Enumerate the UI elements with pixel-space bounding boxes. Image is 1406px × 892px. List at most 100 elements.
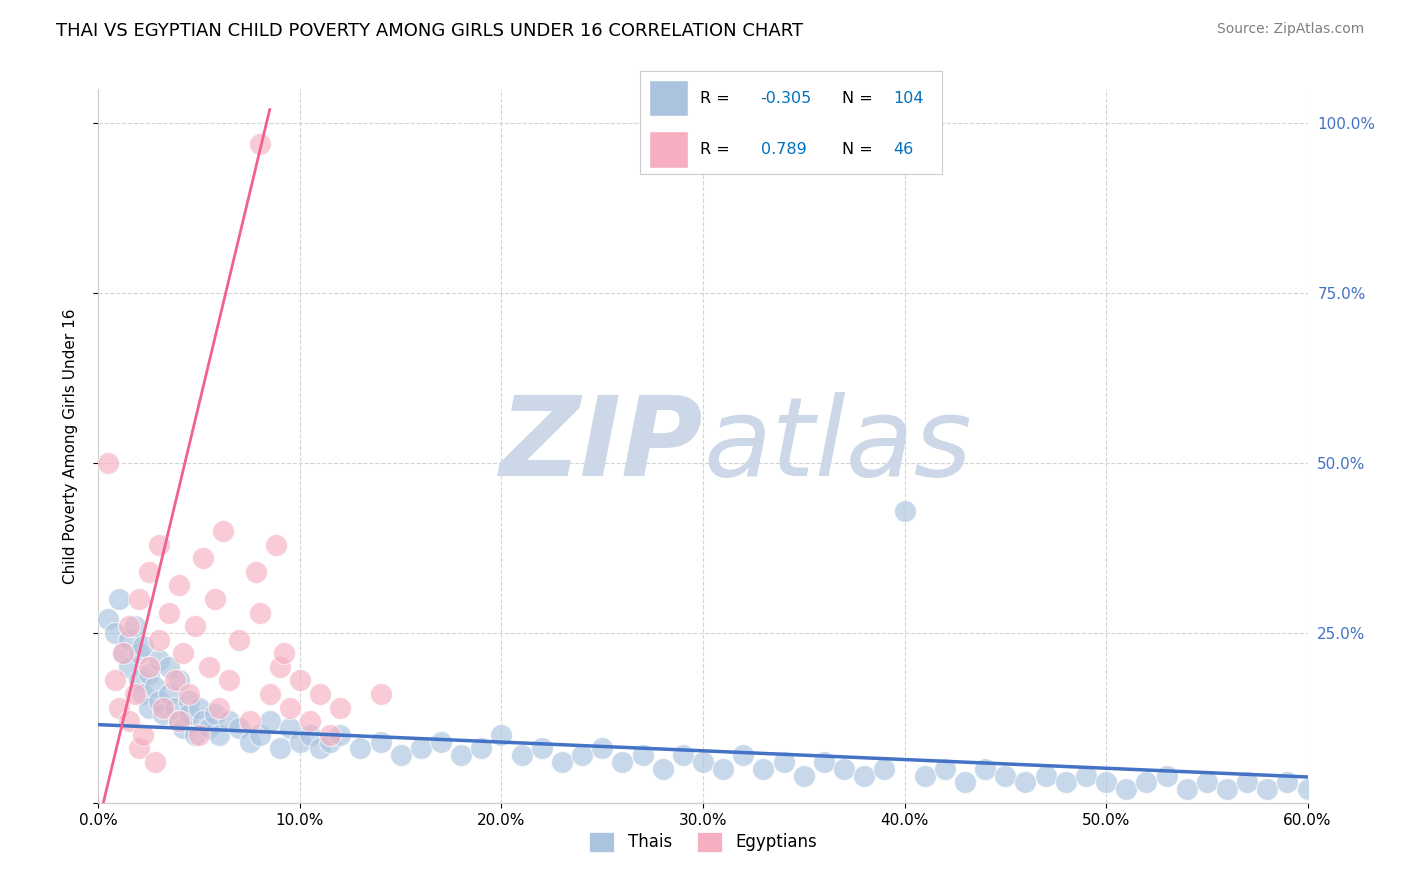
Text: Source: ZipAtlas.com: Source: ZipAtlas.com [1216, 22, 1364, 37]
Point [329, 728, 352, 742]
Point [692, 755, 714, 769]
Point [853, 769, 876, 783]
Point [218, 673, 240, 688]
Bar [648, 79, 688, 117]
Point [249, 136, 271, 151]
Point [278, 721, 301, 735]
Point [245, 565, 267, 579]
Point [172, 721, 194, 735]
Point [733, 748, 755, 763]
Point [1236, 775, 1258, 789]
Point [269, 660, 291, 674]
Point [1376, 782, 1399, 797]
Point [103, 626, 125, 640]
Point [299, 714, 322, 729]
Point [264, 537, 287, 551]
Point [1095, 775, 1118, 789]
Point [152, 707, 174, 722]
Point [128, 741, 150, 756]
Point [1316, 782, 1339, 797]
Point [239, 714, 262, 729]
Point [111, 646, 134, 660]
Point [631, 748, 654, 763]
Point [193, 551, 215, 566]
Point [124, 687, 146, 701]
Point [370, 734, 392, 748]
Point [470, 741, 492, 756]
Point [157, 687, 180, 701]
Point [994, 769, 1017, 783]
Point [167, 673, 190, 688]
Text: THAI VS EGYPTIAN CHILD POVERTY AMONG GIRLS UNDER 16 CORRELATION CHART: THAI VS EGYPTIAN CHILD POVERTY AMONG GIR… [56, 22, 803, 40]
Point [212, 524, 235, 538]
Point [591, 741, 613, 756]
Point [571, 748, 593, 763]
Point [672, 748, 695, 763]
Point [128, 673, 150, 688]
Point [793, 769, 815, 783]
Point [450, 748, 472, 763]
Text: N =: N = [842, 90, 879, 105]
Point [309, 741, 332, 756]
Point [278, 700, 301, 714]
Point [1156, 769, 1178, 783]
Point [319, 734, 342, 748]
Point [1175, 782, 1198, 797]
Point [157, 660, 180, 674]
Point [184, 728, 207, 742]
Point [1357, 782, 1379, 797]
Point [1277, 775, 1299, 789]
Point [752, 762, 775, 776]
Point [1296, 782, 1319, 797]
Point [107, 700, 129, 714]
Point [409, 741, 432, 756]
Point [259, 687, 281, 701]
Point [218, 714, 240, 729]
Point [813, 755, 835, 769]
Point [132, 640, 155, 654]
Point [163, 700, 186, 714]
Text: atlas: atlas [703, 392, 972, 500]
Point [711, 762, 734, 776]
Point [259, 714, 281, 729]
Point [893, 503, 915, 517]
Y-axis label: Child Poverty Among Girls Under 16: Child Poverty Among Girls Under 16 [63, 309, 77, 583]
Point [228, 632, 250, 647]
Text: 46: 46 [894, 142, 914, 157]
Point [953, 775, 976, 789]
Point [188, 700, 211, 714]
Point [124, 619, 146, 633]
Point [118, 632, 141, 647]
Point [148, 653, 170, 667]
Text: R =: R = [700, 142, 740, 157]
Point [1035, 769, 1057, 783]
Point [138, 666, 160, 681]
Text: ZIP: ZIP [499, 392, 703, 500]
Point [188, 728, 211, 742]
Legend: Thais, Egyptians: Thais, Egyptians [582, 825, 824, 859]
Point [1398, 775, 1406, 789]
Point [1216, 782, 1239, 797]
Point [157, 606, 180, 620]
Point [204, 707, 226, 722]
Point [143, 755, 166, 769]
Point [288, 734, 311, 748]
Point [974, 762, 997, 776]
Point [128, 591, 150, 606]
Point [239, 734, 262, 748]
Point [132, 687, 155, 701]
Point [873, 762, 896, 776]
Point [934, 762, 956, 776]
Text: 0.789: 0.789 [761, 142, 807, 157]
Point [118, 619, 141, 633]
Point [288, 673, 311, 688]
Point [128, 646, 150, 660]
Point [551, 755, 574, 769]
Bar [648, 131, 688, 168]
Point [167, 578, 190, 592]
Point [167, 714, 190, 729]
Point [1256, 782, 1278, 797]
Point [167, 714, 190, 729]
Point [269, 741, 291, 756]
Point [208, 728, 231, 742]
